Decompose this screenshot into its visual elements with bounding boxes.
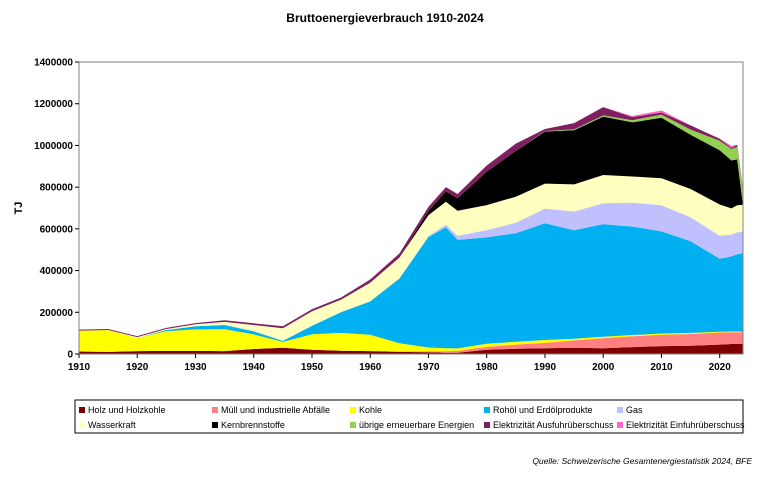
chart-title: Bruttoenergieverbrauch 1910-2024 <box>286 11 484 25</box>
x-tick-label: 1940 <box>243 362 266 373</box>
area-series-4 <box>79 202 743 341</box>
legend-swatch <box>617 422 623 428</box>
legend-swatch <box>350 422 356 428</box>
source-note: Quelle: Schweizerische Gesamtenergiestat… <box>532 456 752 466</box>
legend-label: Kernbrennstoffe <box>221 420 285 430</box>
area-series-5 <box>79 175 743 341</box>
legend-swatch <box>79 407 85 413</box>
y-tick-label: 200000 <box>40 308 74 319</box>
y-tick-label: 1000000 <box>34 141 73 152</box>
y-axis-label: TJ <box>13 202 25 215</box>
legend-label: Elektrizität Ausfuhrüberschuss <box>493 420 614 430</box>
area-series-layer <box>79 107 743 354</box>
area-series-3 <box>79 223 743 349</box>
x-axis: 1910 1920 1930 1940 1950 1960 1970 1980 1990 2000… <box>68 354 731 373</box>
y-tick-label: 1400000 <box>34 58 73 69</box>
legend-label: Wasserkraft <box>88 420 136 430</box>
x-tick-label: 1980 <box>476 362 499 373</box>
legend-label: Gas <box>626 405 643 415</box>
legend-swatch <box>484 407 490 413</box>
legend-label: Kohle <box>359 405 382 415</box>
legend-swatch <box>212 422 218 428</box>
area-series-2 <box>79 329 743 352</box>
y-tick-label: 0 <box>67 350 73 361</box>
legend-swatch <box>484 422 490 428</box>
legend-label: Holz und Holzkohle <box>88 405 166 415</box>
x-tick-label: 1920 <box>126 362 149 373</box>
x-tick-label: 2010 <box>650 362 673 373</box>
x-tick-label: 2020 <box>709 362 732 373</box>
legend-swatch <box>212 407 218 413</box>
legend-swatch <box>79 422 85 428</box>
plot-frame <box>78 61 744 355</box>
y-axis: 0 200000 400000 600000 800000 1000000 1200000 1… <box>34 58 79 361</box>
legend-swatch <box>617 407 623 413</box>
legend-label: Elektrizität Einfuhrüberschuss <box>626 420 745 430</box>
legend-label: Rohöl und Erdölprodukte <box>493 405 593 415</box>
x-tick-label: 1960 <box>359 362 382 373</box>
x-tick-label: 1970 <box>417 362 440 373</box>
area-series-6 <box>79 116 743 338</box>
x-tick-label: 1930 <box>184 362 207 373</box>
y-tick-label: 600000 <box>40 224 74 235</box>
y-tick-label: 800000 <box>40 183 74 194</box>
area-series-1 <box>79 332 743 353</box>
y-tick-label: 400000 <box>40 266 74 277</box>
legend-swatch <box>350 407 356 413</box>
x-tick-label: 1950 <box>301 362 324 373</box>
area-series-0 <box>79 344 743 354</box>
legend: Holz und Holzkohle Müll und industrielle … <box>79 405 745 430</box>
x-tick-label: 2000 <box>592 362 615 373</box>
legend-label: Müll und industrielle Abfälle <box>221 405 330 415</box>
x-tick-label: 1910 <box>68 362 91 373</box>
legend-box <box>74 399 744 434</box>
y-tick-label: 1200000 <box>34 99 73 110</box>
legend-label: übrige erneuerbare Energien <box>359 420 474 430</box>
x-tick-label: 1990 <box>534 362 557 373</box>
